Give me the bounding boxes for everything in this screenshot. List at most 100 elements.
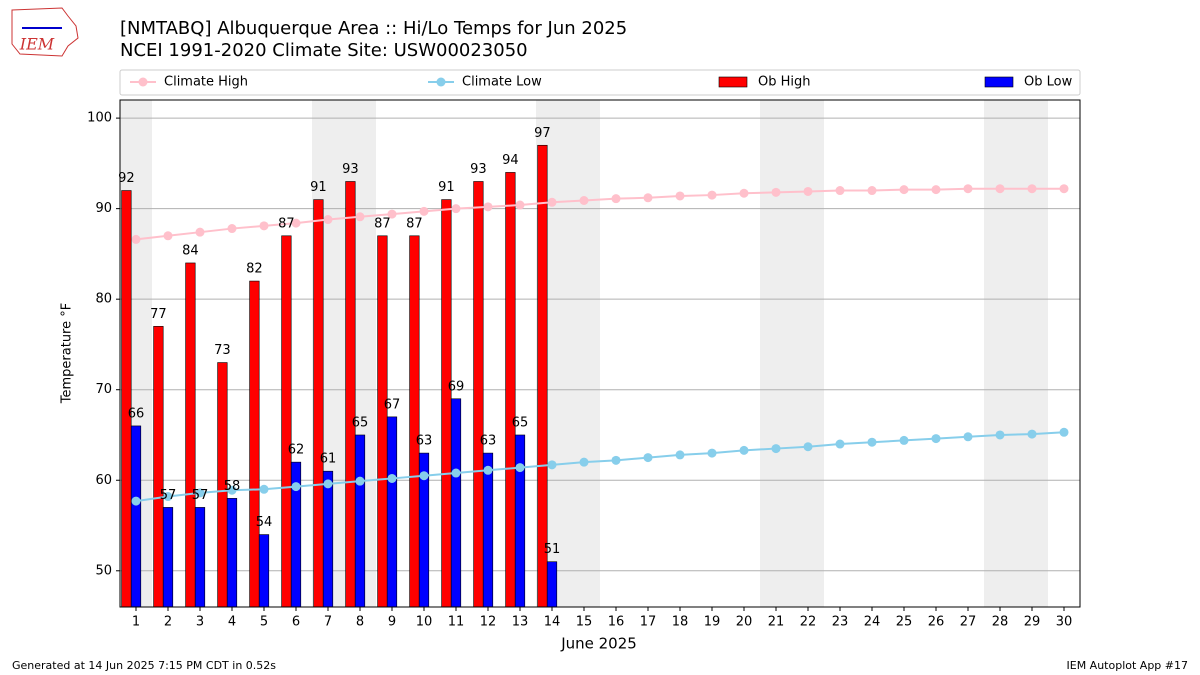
logo-outline [11, 7, 79, 57]
legend [119, 69, 1081, 96]
bar [450, 398, 462, 607]
point [835, 186, 845, 196]
point [931, 185, 941, 195]
point [259, 221, 269, 231]
y-tick-label: 50 [95, 563, 112, 578]
data-label: 69 [448, 379, 465, 394]
data-label: 66 [128, 406, 145, 421]
bar [258, 534, 270, 607]
legend-label: Climate High [164, 75, 248, 90]
point [387, 473, 397, 483]
bar [354, 434, 366, 607]
point [515, 200, 525, 210]
bar [121, 190, 132, 607]
x-tick-label: 5 [260, 615, 268, 630]
y-tick-label: 80 [95, 292, 112, 307]
data-label: 65 [512, 415, 529, 430]
point [579, 457, 589, 467]
x-tick-label: 26 [928, 615, 945, 630]
data-label: 57 [192, 488, 209, 503]
legend-swatch [984, 76, 1014, 88]
point [963, 184, 973, 194]
y-tick-label: 70 [95, 382, 112, 397]
bar [473, 181, 484, 607]
weekend-shade [760, 100, 792, 607]
point [1059, 184, 1069, 194]
data-label: 91 [310, 180, 327, 195]
data-label: 93 [342, 162, 359, 177]
y-axis-label: Temperature °F [60, 303, 75, 404]
weekend-shade [984, 100, 1016, 607]
data-label: 54 [256, 515, 273, 530]
bar [313, 199, 324, 607]
bar [185, 262, 196, 607]
point [515, 463, 525, 473]
data-label: 67 [384, 397, 401, 412]
point [867, 437, 877, 447]
bar [226, 498, 238, 607]
data-label: 97 [534, 126, 551, 141]
point [611, 194, 621, 204]
data-label: 87 [406, 216, 423, 231]
x-tick-label: 22 [800, 615, 817, 630]
data-label: 61 [320, 452, 337, 467]
chart-subtitle: NCEI 1991-2020 Climate Site: USW00023050 [120, 40, 528, 61]
data-label: 58 [224, 479, 241, 494]
weekend-shade [1016, 100, 1048, 607]
bar [546, 561, 558, 607]
x-tick-label: 21 [768, 615, 785, 630]
bar [153, 326, 164, 607]
legend-label: Ob Low [1024, 75, 1073, 90]
point [355, 212, 365, 222]
point [227, 224, 237, 234]
x-tick-label: 8 [356, 615, 364, 630]
line [135, 431, 1065, 503]
point [867, 186, 877, 196]
point [995, 184, 1005, 194]
point [195, 227, 205, 237]
point [323, 479, 333, 489]
point [1027, 429, 1037, 439]
data-label: 51 [544, 542, 561, 557]
bar [409, 235, 420, 607]
x-tick-label: 25 [896, 615, 913, 630]
bar [162, 507, 174, 607]
line [135, 187, 1064, 241]
point [163, 492, 173, 502]
x-tick-label: 19 [704, 615, 721, 630]
legend-marker [138, 77, 148, 87]
data-label: 87 [278, 216, 295, 231]
point [387, 209, 397, 219]
x-tick-label: 30 [1056, 615, 1073, 630]
x-tick-label: 28 [992, 615, 1009, 630]
x-axis-label: June 2025 [560, 635, 637, 653]
point [1059, 427, 1069, 437]
bar [281, 235, 292, 607]
bar [249, 280, 260, 607]
point [195, 488, 205, 498]
logo-text: IEM [19, 35, 55, 54]
bar [377, 235, 388, 607]
data-label: 84 [182, 243, 199, 258]
x-tick-label: 13 [512, 615, 529, 630]
x-tick-label: 27 [960, 615, 977, 630]
point [995, 430, 1005, 440]
y-tick-label: 100 [87, 111, 112, 126]
y-tick-label: 60 [95, 473, 112, 488]
bar [418, 452, 430, 607]
point [259, 484, 269, 494]
x-tick-label: 10 [416, 615, 433, 630]
bar [194, 507, 206, 607]
footer-left: Generated at 14 Jun 2025 7:15 PM CDT in … [12, 659, 276, 672]
logo: IEM [11, 7, 79, 57]
point [451, 204, 461, 214]
point [899, 435, 909, 445]
data-label: 63 [480, 434, 497, 449]
point [291, 482, 301, 492]
x-tick-label: 7 [324, 615, 332, 630]
point [771, 444, 781, 454]
bar [441, 199, 452, 607]
point [419, 206, 429, 216]
point [483, 465, 493, 475]
